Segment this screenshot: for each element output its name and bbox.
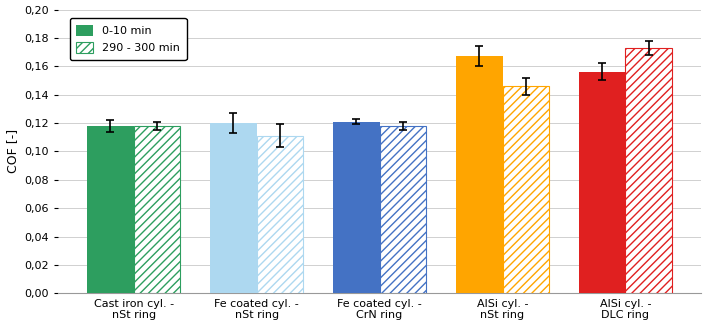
Bar — [380, 126, 426, 293]
Bar — [134, 126, 180, 293]
Bar — [503, 86, 549, 293]
Bar — [333, 122, 380, 293]
Y-axis label: COF [-]: COF [-] — [6, 129, 18, 173]
Bar — [134, 126, 180, 293]
Bar — [579, 72, 626, 293]
Bar — [626, 48, 672, 293]
Bar — [257, 136, 303, 293]
Bar — [456, 56, 503, 293]
Bar — [503, 86, 549, 293]
Bar — [626, 48, 672, 293]
Bar — [87, 126, 134, 293]
Bar — [210, 123, 257, 293]
Legend: 0-10 min, 290 - 300 min: 0-10 min, 290 - 300 min — [70, 18, 187, 60]
Bar — [257, 136, 303, 293]
Bar — [380, 126, 426, 293]
